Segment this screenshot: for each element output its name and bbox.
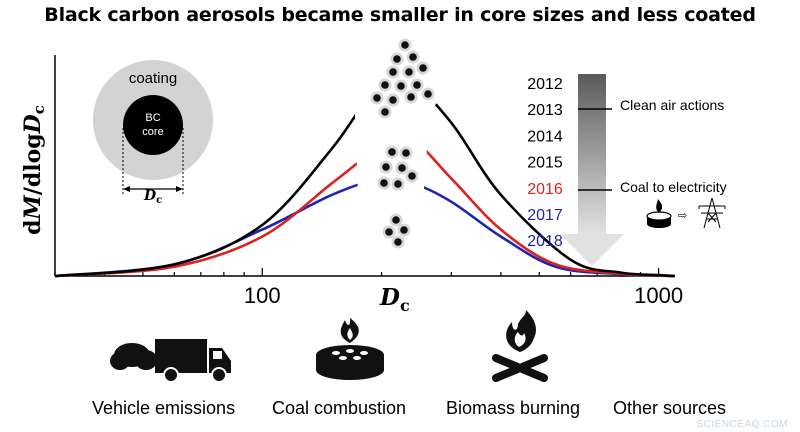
year-label-2012: 2012: [527, 76, 563, 93]
timeline-arrow: [560, 74, 624, 266]
particle-core: [389, 68, 397, 76]
source-label-coal: Coal combustion: [272, 398, 407, 418]
particle-core: [385, 228, 393, 236]
figure-title: Black carbon aerosols became smaller in …: [44, 4, 756, 26]
year-label-2017: 2017: [527, 207, 563, 224]
annotation-coal-to-electricity: Coal to electricity: [620, 179, 727, 195]
stove-to-pylon-icon: ⇨: [646, 197, 726, 229]
coal-stove-icon: [316, 318, 384, 380]
dim-arrowhead-right: [176, 186, 183, 192]
particle-core: [381, 108, 389, 116]
year-label-2013: 2013: [527, 102, 563, 119]
core-label-line1: BC: [145, 112, 160, 124]
arrow-glyph: ⇨: [678, 210, 687, 222]
particle-core: [394, 180, 402, 188]
particle-core: [392, 216, 400, 224]
particle-core: [419, 64, 427, 72]
dim-label: Dc: [143, 188, 162, 206]
campfire-icon: [492, 310, 548, 382]
x-axis-label: Dc: [379, 284, 410, 315]
particle-core: [381, 81, 389, 89]
x-tick-label: 1000: [634, 283, 683, 308]
x-tick-labels: 100 1000: [244, 283, 683, 308]
core-label-line2: core: [142, 126, 163, 138]
year-label-2018: 2018: [527, 233, 563, 250]
particle-core: [373, 94, 381, 102]
particle-core: [382, 163, 390, 171]
particle-core: [413, 81, 421, 89]
particle-core: [401, 41, 409, 49]
particle-core: [407, 93, 415, 101]
truck-icon: [110, 339, 231, 383]
x-tick-label: 100: [244, 283, 281, 308]
source-label-other: Other sources: [613, 398, 727, 418]
watermark: SCIENCEAQ.COM: [696, 419, 788, 430]
particle-core: [398, 164, 406, 172]
arrow-shaft: [578, 74, 606, 234]
y-axis-label: dM/dlogDc: [20, 105, 48, 235]
arrow-head: [560, 234, 624, 266]
particle-core: [397, 82, 405, 90]
particle-core: [408, 172, 416, 180]
particle-core: [393, 55, 401, 63]
source-label-vehicle: Vehicle emissions: [92, 398, 236, 418]
annotation-clean-air: Clean air actions: [620, 97, 724, 113]
small-stove-icon: [646, 199, 672, 228]
particle-core: [394, 238, 402, 246]
particle-core: [400, 226, 408, 234]
particle-core: [380, 179, 388, 187]
particle-core: [389, 96, 397, 104]
pylon-icon: [698, 197, 726, 229]
particle-core: [424, 90, 432, 98]
particle-core: [405, 68, 413, 76]
year-label-2014: 2014: [527, 128, 563, 145]
particle-core: [388, 148, 396, 156]
inset-particle-diagram: coating BC core Dc: [93, 60, 213, 206]
year-label-2016: 2016: [527, 181, 563, 198]
particle-core: [402, 149, 410, 157]
dim-arrowhead-left: [123, 186, 130, 192]
year-label-2015: 2015: [527, 155, 563, 172]
particle-clusters: [355, 25, 440, 249]
year-labels: 2012 2013 2014 2015 2016 2017 2018: [527, 76, 563, 250]
source-label-biomass: Biomass burning: [446, 398, 581, 418]
bc-core: [123, 95, 183, 155]
coating-label: coating: [129, 70, 177, 87]
particle-core: [409, 53, 417, 61]
